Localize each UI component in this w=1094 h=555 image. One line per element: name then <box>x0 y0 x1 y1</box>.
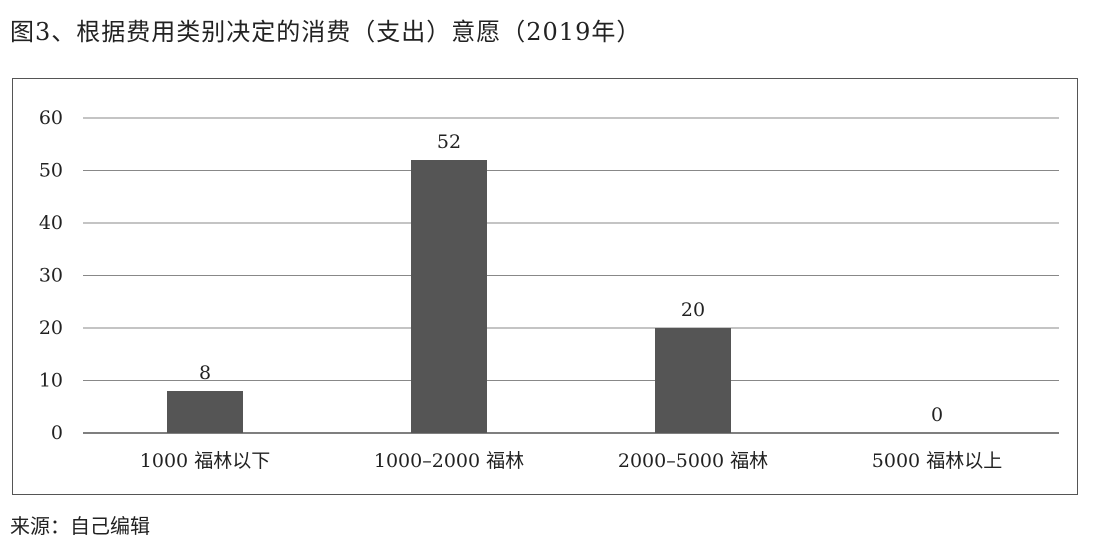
data-label: 52 <box>437 131 461 153</box>
y-tick-label: 10 <box>39 370 63 392</box>
bar <box>655 328 731 433</box>
data-label: 0 <box>931 404 943 426</box>
x-tick-label: 1000 福林以下 <box>140 450 270 472</box>
x-tick-label: 1000–2000 福林 <box>374 450 524 472</box>
y-tick-label: 50 <box>39 160 63 182</box>
y-tick-label: 20 <box>39 317 63 339</box>
x-tick-label: 5000 福林以上 <box>872 450 1002 472</box>
bar <box>411 160 487 433</box>
data-label: 8 <box>199 362 211 384</box>
data-label: 20 <box>681 299 705 321</box>
bar <box>167 391 243 433</box>
y-tick-label: 0 <box>51 422 63 444</box>
y-tick-label: 40 <box>39 212 63 234</box>
source-note: 来源：自己编辑 <box>10 514 150 538</box>
chart-frame: 0 10 20 30 40 50 60 8 1000 福林以下 52 1000–2000 福林 20 2… <box>12 78 1078 495</box>
x-tick-label: 2000–5000 福林 <box>618 450 768 472</box>
chart-title: 图3、根据费用类别决定的消费（支出）意愿（2019年） <box>10 18 642 46</box>
bar-chart: 0 10 20 30 40 50 60 8 1000 福林以下 52 1000–2000 福林 20 2… <box>39 107 1059 472</box>
y-tick-label: 60 <box>39 107 63 129</box>
y-tick-label: 30 <box>39 265 63 287</box>
